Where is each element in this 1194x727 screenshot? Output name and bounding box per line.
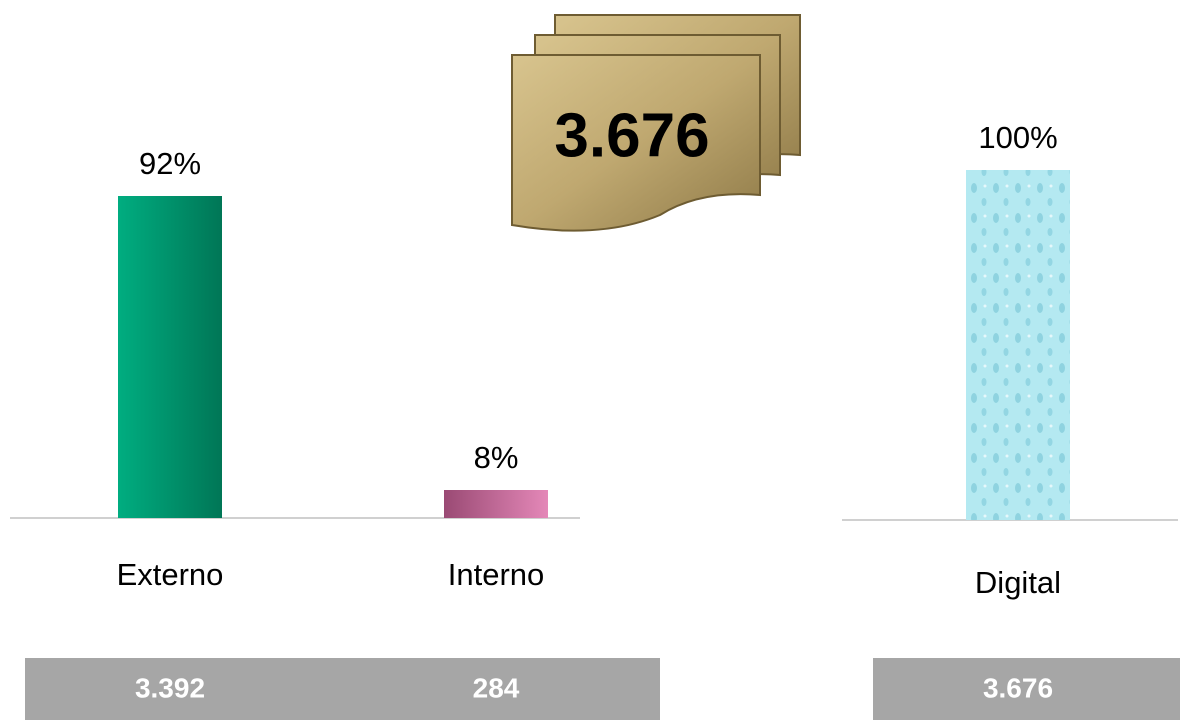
category-label: Externo xyxy=(117,557,224,592)
banner: 3.676 xyxy=(512,15,800,231)
value-label: 92% xyxy=(139,146,201,181)
count-box xyxy=(25,658,660,720)
value-label: 100% xyxy=(978,120,1057,155)
category-label: Digital xyxy=(975,565,1061,600)
count-label: 3.392 xyxy=(135,672,205,703)
bar xyxy=(118,196,222,518)
value-label: 8% xyxy=(474,440,519,475)
category-label: Interno xyxy=(448,557,545,592)
count-label: 3.676 xyxy=(983,672,1053,703)
count-label: 284 xyxy=(473,672,520,703)
slide: 3.676 92% Externo 3.392 8% Interno 284 100% Dig… xyxy=(0,0,1194,727)
banner-total: 3.676 xyxy=(554,101,709,170)
bar xyxy=(444,490,548,518)
bar xyxy=(966,170,1070,520)
